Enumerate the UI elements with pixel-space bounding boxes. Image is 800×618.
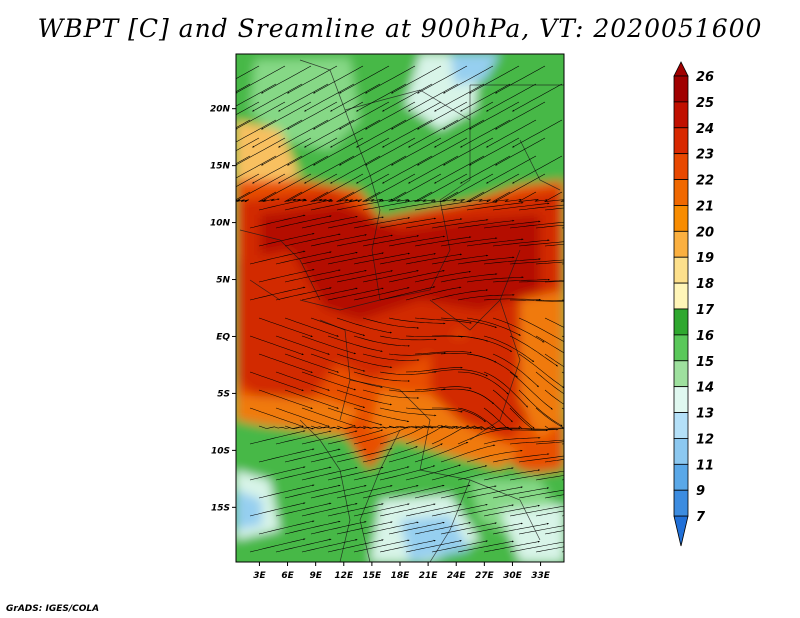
lon-tick-label: 21E xyxy=(419,571,439,581)
colorbar-label: 11 xyxy=(696,458,714,473)
lat-tick-label: EQ xyxy=(216,332,230,342)
colorbar-label: 12 xyxy=(696,432,714,447)
lat-tick-label: 5N xyxy=(216,276,230,286)
colorbar-label: 26 xyxy=(696,70,714,85)
colorbar-label: 14 xyxy=(696,381,714,396)
colorbar-label: 15 xyxy=(696,355,714,370)
colorbar-label: 22 xyxy=(696,174,714,189)
colorbar-label: 20 xyxy=(696,225,714,240)
lon-tick-label: 6E xyxy=(281,571,294,581)
colorbar-swatch xyxy=(673,282,689,310)
lat-tick-label: 10S xyxy=(211,446,230,456)
colorbar: 26 25 24 23 22 21 20 19 18 17 16 15 14 13 12 11 9 7 xyxy=(673,61,715,547)
field-layer xyxy=(236,54,564,562)
colorbar-label: 23 xyxy=(696,148,714,163)
colorbar-swatch xyxy=(673,153,689,180)
colorbar-swatch xyxy=(673,463,689,491)
colorbar-label: 19 xyxy=(696,251,714,266)
lat-tick-label: 20N xyxy=(210,105,231,115)
lat-tick-label: 15S xyxy=(211,503,230,513)
lon-tick-label: 9E xyxy=(309,571,322,581)
lon-tick-label: 30E xyxy=(503,571,523,581)
colorbar-top-arrow xyxy=(673,61,689,77)
lon-tick-label: 3E xyxy=(253,571,266,581)
colorbar-label: 17 xyxy=(696,303,715,318)
colorbar-label: 25 xyxy=(696,96,714,111)
colorbar-swatch xyxy=(673,489,689,517)
colorbar-swatch xyxy=(673,256,689,284)
colorbar-swatch xyxy=(673,334,689,362)
lon-tick-label: 27E xyxy=(475,571,495,581)
map-title: WBPT [C] and Sreamline at 900hPa, VT: 20… xyxy=(37,14,763,43)
colorbar-label: 7 xyxy=(696,510,706,525)
latitude-axis: 20N 15N 10N 5N EQ 5S 10S 15S xyxy=(210,105,236,513)
colorbar-label: 24 xyxy=(696,122,714,137)
colorbar-swatch xyxy=(673,438,689,465)
colorbar-bottom-arrow xyxy=(673,515,689,547)
colorbar-swatch xyxy=(673,308,689,336)
lon-tick-label: 12E xyxy=(334,571,354,581)
lat-tick-label: 5S xyxy=(217,389,230,399)
lat-tick-label: 15N xyxy=(210,162,231,172)
colorbar-swatch xyxy=(673,127,689,155)
colorbar-swatch xyxy=(673,412,689,439)
colorbar-label: 21 xyxy=(696,199,714,214)
grads-credit: GrADS: IGES/COLA xyxy=(6,604,100,614)
colorbar-swatch xyxy=(673,230,689,258)
lon-tick-label: 15E xyxy=(363,571,383,581)
lon-tick-label: 33E xyxy=(531,571,551,581)
lat-tick-label: 10N xyxy=(210,219,231,229)
colorbar-label: 16 xyxy=(696,329,714,344)
colorbar-swatch xyxy=(673,75,689,103)
colorbar-swatch xyxy=(673,205,689,232)
longitude-axis: 3E 6E 9E 12E 15E 18E 21E 24E 27E 30E 33E xyxy=(253,562,551,581)
colorbar-swatch xyxy=(673,101,689,129)
lon-tick-label: 24E xyxy=(447,571,467,581)
colorbar-swatch xyxy=(673,386,689,413)
colorbar-label: 18 xyxy=(696,277,714,292)
colorbar-swatch xyxy=(673,179,689,206)
colorbar-swatch xyxy=(673,360,689,388)
lon-tick-label: 18E xyxy=(391,571,411,581)
colorbar-label: 13 xyxy=(696,407,714,422)
colorbar-label: 9 xyxy=(696,484,705,499)
